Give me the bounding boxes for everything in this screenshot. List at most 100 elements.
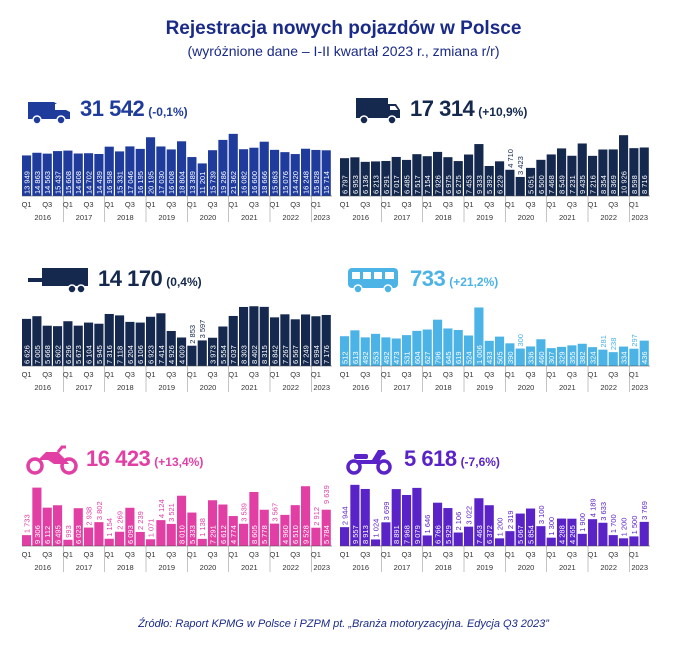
van-data-label: 13 949	[23, 171, 32, 194]
bus-data-label: 796	[434, 351, 443, 364]
truck-data-label: 8 354	[599, 175, 608, 194]
truck-bar	[588, 155, 598, 196]
van-tick-label: Q1	[22, 200, 32, 209]
bus-tick-label: Q1	[505, 370, 515, 379]
trailer-tick-label: Q1	[228, 370, 238, 379]
motorcycle-tick-label: Q3	[125, 550, 135, 559]
motorcycle-year-label: 2019	[158, 563, 175, 572]
truck-data-label: 7 926	[434, 175, 443, 194]
trailer-bar	[259, 306, 269, 366]
bus-bar	[391, 338, 401, 366]
truck-bar	[412, 154, 422, 196]
motorcycle-bar	[63, 539, 73, 546]
moped-bar	[464, 526, 474, 546]
van-icon	[24, 92, 74, 126]
motorcycle-bar	[311, 527, 321, 546]
moped-tick-label: Q1	[381, 550, 391, 559]
van-bar	[115, 151, 125, 196]
moped-year-label: 2018	[435, 563, 452, 572]
trailer-bar	[166, 330, 176, 366]
motorcycle-data-label: 2 269	[116, 511, 125, 530]
truck-bar	[402, 159, 412, 196]
truck-tick-label: Q3	[567, 200, 577, 209]
panel-trailer-header: 14 170 (0,4%)	[22, 260, 332, 300]
bus-icon	[342, 262, 398, 296]
panel-truck-header: 17 314 (+10,9%)	[340, 90, 650, 130]
bus-bar	[536, 339, 546, 366]
motorcycle-data-label: 1 071	[147, 518, 156, 537]
bus-data-label: 329	[558, 351, 567, 364]
truck-data-label: 6 500	[537, 175, 546, 194]
truck-data-label: 9 333	[475, 175, 484, 194]
bus-bar	[340, 336, 350, 366]
van-year-label: 2019	[158, 213, 175, 222]
motorcycle-extra-data-label: 9 639	[322, 485, 331, 504]
panel-trailer: 14 170 (0,4%) 6 626 7 005 5 668 5 602 6 296 5 …	[22, 260, 332, 412]
truck-year-label: 2018	[435, 213, 452, 222]
truck-bar	[567, 155, 577, 196]
moped-data-label: 5 854	[527, 525, 536, 544]
van-bar	[146, 137, 156, 196]
bus-data-label: 281	[599, 335, 608, 348]
moped-bar	[495, 538, 505, 546]
truck-bar	[629, 148, 639, 196]
motorcycle-year-label: 2023	[313, 563, 330, 572]
moped-year-label: 2020	[518, 563, 535, 572]
truck-data-label: 6 485	[403, 175, 412, 194]
truck-bar	[422, 156, 432, 196]
truck-bar	[557, 148, 567, 196]
truck-data-label: 7 216	[589, 175, 598, 194]
motorcycle-tick-label: Q3	[84, 550, 94, 559]
trailer-data-label: 8 402	[250, 345, 259, 364]
motorcycle-data-label: 1 154	[105, 518, 114, 537]
bus-year-label: 2022	[600, 383, 617, 392]
motorcycle-bar	[166, 523, 176, 546]
bus-data-label: 531	[403, 351, 412, 364]
van-tick-label: Q1	[270, 200, 280, 209]
moped-bar	[567, 518, 577, 546]
truck-bar	[577, 143, 587, 196]
trailer-bar	[156, 313, 166, 366]
bus-bar	[546, 348, 556, 366]
moped-data-label: 1 700	[609, 514, 618, 533]
truck-year-label: 2023	[631, 213, 648, 222]
truck-bar	[464, 154, 474, 196]
bus-bar	[464, 335, 474, 366]
motorcycle-tick-label: Q1	[228, 550, 238, 559]
truck-tick-label: Q3	[402, 200, 412, 209]
trailer-data-label: 5 945	[95, 345, 104, 364]
moped-data-label: 3 633	[599, 502, 608, 521]
moped-year-label: 2021	[559, 563, 576, 572]
motorcycle-bar	[197, 538, 207, 546]
van-data-label: 16 195	[136, 171, 145, 194]
bus-tick-label: Q1	[629, 370, 639, 379]
van-year-label: 2018	[117, 213, 134, 222]
trailer-tick-label: Q1	[22, 370, 32, 379]
truck-data-label: 8 549	[558, 175, 567, 194]
trailer-bar	[239, 306, 249, 366]
moped-data-label: 1 646	[423, 515, 432, 534]
van-bar	[197, 163, 207, 196]
truck-bar	[340, 158, 350, 196]
truck-data-label: 7 453	[465, 175, 474, 194]
moped-tick-label: Q3	[360, 550, 370, 559]
van-tick-label: Q3	[166, 200, 176, 209]
van-bar	[22, 155, 32, 196]
moped-tick-label: Q3	[567, 550, 577, 559]
motorcycle-bar	[270, 523, 280, 546]
panel-truck: 17 314 (+10,9%) 6 797 6 953 6 136 6 213 6 291…	[340, 90, 650, 242]
motorcycle-data-label: 6 023	[74, 525, 83, 544]
van-tick-label: Q3	[42, 200, 52, 209]
truck-bar	[495, 161, 505, 196]
bus-data-label: 505	[496, 351, 505, 364]
moped-data-label: 1 200	[496, 518, 505, 537]
trailer-year-label: 2022	[282, 383, 299, 392]
van-tick-label: Q3	[125, 200, 135, 209]
bus-tick-label: Q1	[422, 370, 432, 379]
trailer-data-label: 6 106	[136, 345, 145, 364]
panel-moped-header: 5 618 (-7,6%)	[340, 440, 650, 480]
trailer-data-label: 7 176	[322, 345, 331, 364]
van-data-label: 15 863	[271, 171, 280, 194]
moped-bar	[515, 513, 525, 546]
van-data-label: 14 863	[33, 171, 42, 194]
